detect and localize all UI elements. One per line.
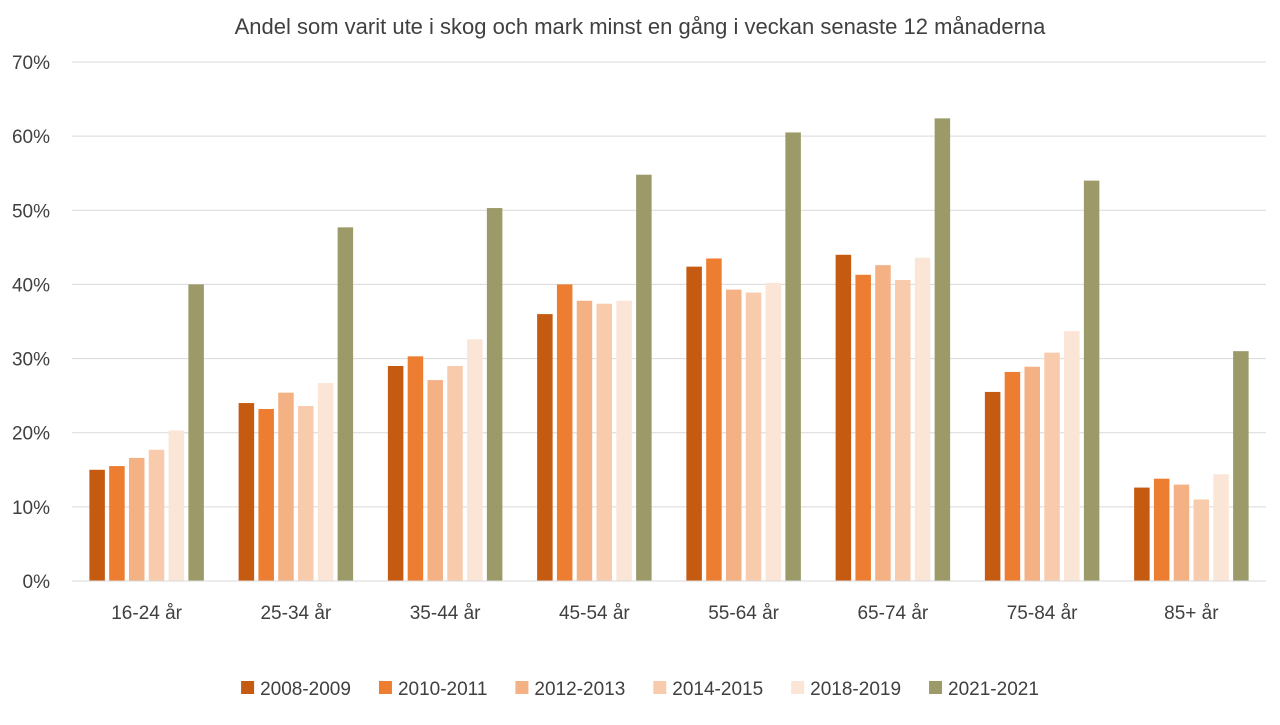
bar [596, 303, 613, 581]
bar [447, 365, 463, 581]
bar [914, 257, 931, 581]
bar [407, 356, 424, 581]
bar [636, 174, 652, 581]
bar [168, 430, 185, 581]
bar [616, 300, 632, 581]
bar [1193, 499, 1210, 581]
bar [1004, 371, 1021, 581]
bar [128, 457, 145, 581]
bar [109, 466, 125, 581]
bar [427, 380, 443, 581]
legend-label: 2012-2013 [534, 679, 625, 700]
bar [258, 408, 274, 581]
legend-swatch [929, 681, 943, 694]
x-category-label: 16-24 år [111, 603, 182, 624]
bar [855, 274, 871, 581]
legend-swatch [378, 681, 392, 694]
x-category-label: 25-34 år [260, 603, 331, 624]
bar [1213, 474, 1229, 581]
legend-item: 2008-2009 [241, 679, 351, 700]
y-tick-label: 40% [12, 275, 50, 296]
bar [875, 265, 891, 581]
bar [576, 300, 593, 581]
y-tick-label: 70% [12, 53, 50, 74]
bar [1233, 351, 1249, 581]
legend-item: 2014-2015 [653, 679, 763, 700]
legend-label: 2021-2021 [948, 679, 1039, 700]
legend-item: 2021-2021 [929, 679, 1039, 700]
bar [278, 392, 294, 581]
x-category-label: 55-64 år [708, 603, 779, 624]
bar [765, 282, 782, 581]
y-tick-label: 20% [12, 424, 50, 445]
bar [556, 284, 573, 581]
bar [1173, 484, 1190, 581]
legend-label: 2010-2011 [398, 679, 487, 700]
bar [686, 266, 702, 581]
legend-item: 2012-2013 [515, 679, 625, 700]
legend-swatch [653, 681, 667, 694]
legend-item: 2018-2019 [791, 679, 901, 700]
bar [188, 284, 204, 581]
bar [317, 383, 334, 581]
legend-label: 2014-2015 [672, 679, 763, 700]
bar [1024, 366, 1040, 581]
bar [725, 289, 742, 581]
legend-item: 2010-2011 [378, 679, 487, 700]
bar [895, 279, 911, 581]
legend-label: 2008-2009 [260, 679, 351, 700]
y-axis-ticks: 0% 10% 20% 30% 40% 50% 60% 70% [12, 53, 50, 593]
x-axis-categories: 16-24 år 25-34 år 35-44 år 45-54 år 55-64 år… [111, 603, 1219, 624]
bar [467, 339, 483, 581]
legend: 2008-2009 2010-2011 2012-2013 2014-2015 2018… [241, 679, 1039, 700]
bar [934, 118, 951, 581]
x-category-label: 85+ år [1164, 603, 1219, 624]
bar [298, 406, 314, 581]
bar [835, 254, 852, 581]
bar [706, 258, 722, 581]
y-tick-label: 30% [12, 350, 50, 371]
bar [1134, 487, 1150, 581]
x-category-label: 35-44 år [410, 603, 481, 624]
bar [238, 403, 255, 581]
x-category-label: 45-54 år [559, 603, 630, 624]
legend-label: 2018-2019 [810, 679, 901, 700]
bar [1044, 352, 1060, 581]
legend-swatch [241, 681, 255, 694]
bar [1064, 331, 1080, 581]
bar [1083, 180, 1100, 581]
legend-swatch [515, 681, 529, 694]
y-tick-label: 60% [12, 127, 50, 148]
y-tick-label: 10% [12, 498, 50, 519]
bar [785, 132, 801, 581]
legend-swatch [791, 681, 805, 694]
bar [387, 365, 404, 581]
bar [89, 469, 105, 581]
chart-title: Andel som varit ute i skog och mark mins… [235, 14, 1047, 39]
bar [337, 227, 354, 582]
x-category-label: 65-74 år [857, 603, 928, 624]
bar [984, 391, 1001, 581]
bar [537, 314, 553, 581]
bar [486, 208, 503, 581]
y-tick-label: 0% [23, 572, 51, 593]
bars [89, 118, 1249, 582]
x-category-label: 75-84 år [1007, 603, 1078, 624]
bar [745, 292, 762, 581]
bar [148, 449, 165, 581]
bar [1153, 478, 1170, 581]
y-tick-label: 50% [12, 201, 50, 222]
